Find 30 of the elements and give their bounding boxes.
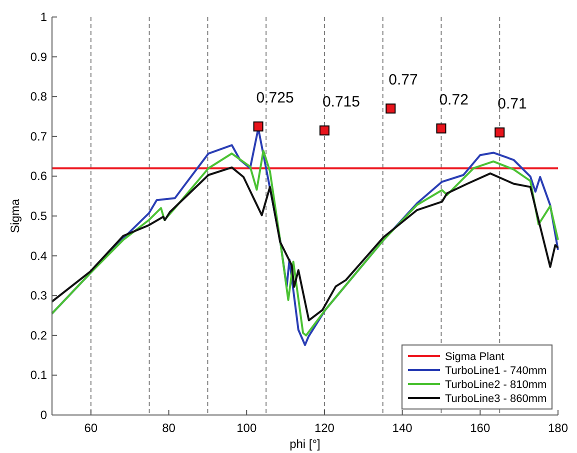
y-tick-label: 0.8	[30, 90, 48, 104]
data-label: 0.72	[439, 91, 468, 108]
x-tick-label: 140	[392, 421, 413, 435]
x-tick-label: 180	[548, 421, 568, 435]
data-label: 0.715	[322, 93, 360, 110]
y-tick-label: 0.6	[30, 169, 48, 184]
legend-label: Sigma Plant	[445, 351, 504, 363]
x-tick-label: 80	[162, 421, 176, 435]
y-tick-label: 0.4	[30, 248, 48, 263]
y-axis-title: Sigma	[8, 198, 22, 234]
x-tick-label: 160	[470, 421, 490, 435]
x-tick-label: 100	[236, 421, 257, 435]
x-axis-title: phi [°]	[290, 437, 320, 451]
legend-label: TurboLine3 - 860mm	[445, 393, 547, 405]
data-label: 0.725	[256, 89, 294, 106]
y-tick-label: 0.3	[30, 288, 48, 303]
data-label: 0.77	[388, 72, 418, 89]
y-tick-label: 0	[40, 408, 48, 422]
x-tick-label: 120	[314, 421, 335, 435]
y-tick-label: 0.9	[30, 50, 48, 64]
x-tick-label: 60	[84, 421, 98, 435]
y-tick-label: 1	[40, 10, 48, 24]
line-series	[51, 166, 559, 322]
y-tick-label: 0.7	[30, 129, 48, 144]
y-tick-label: 0.2	[30, 328, 48, 342]
legend-label: TurboLine2 - 810mm	[445, 379, 547, 391]
y-tick-label: 0.1	[30, 368, 48, 382]
y-tick-label: 0.5	[30, 209, 48, 223]
legend-label: TurboLine1 - 740mm	[445, 365, 547, 377]
data-label: 0.71	[498, 95, 527, 112]
